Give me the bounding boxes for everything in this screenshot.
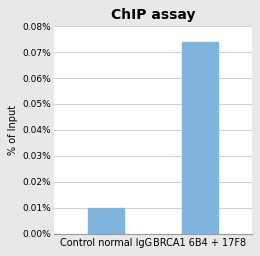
Title: ChIP assay: ChIP assay: [110, 8, 195, 22]
Bar: [88, 208, 124, 233]
Bar: [182, 42, 218, 233]
Y-axis label: % of Input: % of Input: [8, 105, 18, 155]
